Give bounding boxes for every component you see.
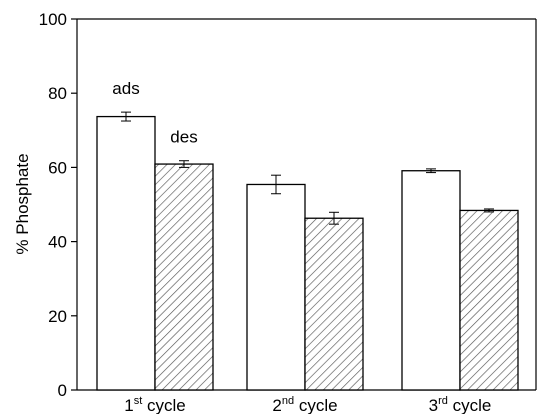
x-category-label: 2nd cycle bbox=[272, 395, 337, 414]
annotation-des: des bbox=[170, 128, 197, 147]
x-category-label: 1st cycle bbox=[124, 395, 186, 414]
y-tick-label: 20 bbox=[48, 307, 67, 326]
bar-des bbox=[304, 217, 364, 391]
bar-ads bbox=[401, 170, 461, 391]
bar-ads bbox=[96, 115, 156, 391]
y-tick-label: 40 bbox=[48, 233, 67, 252]
y-tick-label: 100 bbox=[39, 10, 67, 29]
annotation-ads: ads bbox=[112, 79, 139, 98]
y-axis-title: % Phosphate bbox=[13, 153, 32, 254]
y-tick-label: 80 bbox=[48, 84, 67, 103]
bar-des bbox=[459, 209, 519, 391]
y-tick-label: 60 bbox=[48, 158, 67, 177]
bar-des bbox=[154, 163, 214, 391]
y-tick-label: 0 bbox=[58, 381, 67, 400]
bar-ads bbox=[246, 183, 306, 391]
labels: 1st cycle 2nd cycle 3rd cycle ads des bbox=[112, 79, 491, 414]
x-category-label: 3rd cycle bbox=[429, 395, 492, 414]
bars bbox=[96, 111, 519, 391]
